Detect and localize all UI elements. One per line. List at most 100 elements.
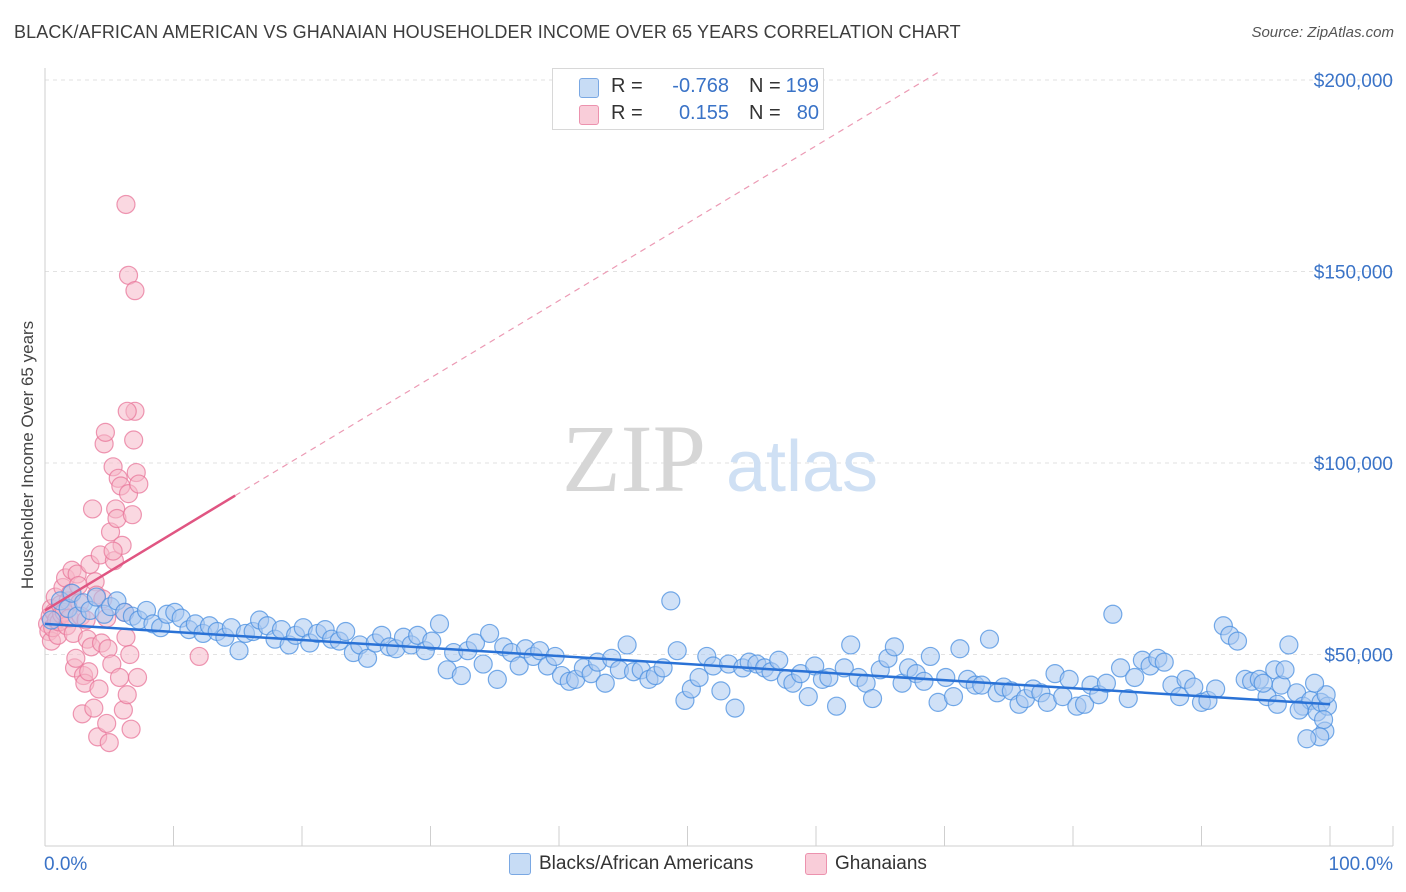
watermark-atlas: atlas (726, 427, 878, 507)
ghanaians-point (189, 646, 209, 667)
ghanaians-point (117, 401, 137, 421)
n-label: N = (749, 102, 781, 124)
ghanaians-point (129, 474, 149, 494)
blacks-point (1267, 694, 1287, 714)
n-value: 80 (796, 102, 819, 124)
blacks-point (595, 673, 615, 693)
blacks-point (1227, 631, 1248, 651)
blacks-point (509, 656, 529, 676)
blacks-point (1118, 688, 1138, 709)
ghanaians-point (116, 194, 136, 215)
blacks-point (1297, 729, 1317, 749)
blacks-point (473, 654, 493, 674)
trendlines (44, 71, 1331, 706)
blacks-point (451, 665, 471, 686)
blacks-point (667, 641, 687, 661)
blacks-point (920, 646, 940, 667)
gridlines (45, 79, 1393, 655)
ghanaians-point (122, 505, 142, 525)
blacks-point (86, 587, 107, 607)
blacks-point (1304, 673, 1325, 693)
blacks-point (661, 591, 681, 611)
y-tick-label: $200,000 (1314, 71, 1393, 92)
ghanaians-point (121, 719, 141, 739)
blacks-point (1313, 710, 1334, 730)
blacks-point (1279, 635, 1299, 655)
axes (44, 68, 1394, 847)
ghanaians-point (124, 430, 144, 450)
blacks-point (950, 639, 970, 659)
blacks-point (336, 621, 356, 642)
ghanaians-point (95, 422, 115, 442)
blacks-point (1074, 694, 1095, 714)
blacks-point (1103, 604, 1123, 624)
r-label: R = (611, 102, 643, 124)
blacks-point (480, 623, 500, 644)
ghanaians-point (125, 281, 145, 301)
y-axis-label: Householder Income Over 65 years (18, 321, 37, 589)
chart-title: BLACK/AFRICAN AMERICAN VS GHANAIAN HOUSE… (14, 22, 961, 42)
blacks-point (487, 669, 507, 689)
ghanaians-point (109, 667, 130, 688)
blacks-point (769, 650, 789, 670)
r-value: -0.768 (672, 75, 729, 97)
blacks-point (1059, 669, 1079, 689)
ghanaians-points (37, 194, 209, 753)
legend-label: Ghanaians (835, 853, 927, 874)
ghanaians-point (99, 732, 119, 753)
legend-label: Blacks/African Americans (539, 853, 754, 874)
blacks-point (841, 635, 861, 655)
blacks-point (862, 688, 883, 709)
blacks-point (819, 667, 839, 688)
x-tick-label: 0.0% (44, 854, 87, 875)
blacks-point (979, 629, 1000, 649)
blacks-point (357, 648, 378, 668)
blacks-point (422, 631, 442, 651)
blacks-point (798, 687, 818, 707)
legend-swatch-blacks (579, 78, 599, 98)
x-tick-label: 100.0% (1329, 854, 1394, 875)
ghanaians-point (84, 698, 104, 718)
ghanaians-point (66, 648, 86, 668)
source-credit: Source: ZipAtlas.com (1251, 24, 1394, 41)
y-tick-label: $100,000 (1314, 454, 1393, 475)
ghanaians-point (120, 644, 140, 665)
r-label: R = (611, 75, 643, 97)
blacks-point (689, 667, 709, 688)
ghanaians-point (127, 667, 148, 688)
blacks-point (617, 635, 637, 655)
blacks-point (711, 681, 731, 701)
watermark-zip: ZIP (562, 405, 706, 512)
legend-stats: R = -0.768 N = 199 R = 0.155 N = 80 (552, 68, 824, 130)
ghanaians-point (117, 685, 137, 705)
legend-swatch-ghanaians (805, 853, 827, 875)
n-value: 199 (785, 75, 819, 97)
blacks-point (41, 610, 62, 630)
blacks-point (1154, 652, 1174, 672)
ghanaians-point (97, 713, 117, 734)
blacks-point (1125, 667, 1145, 688)
blacks-point (972, 675, 992, 695)
y-tick-label: $150,000 (1314, 263, 1393, 284)
blacks-point (1206, 679, 1226, 699)
ghanaians-point (103, 541, 123, 561)
blacks-trendline (44, 622, 1331, 706)
blacks-point (229, 641, 249, 661)
legend-swatch-ghanaians (579, 105, 599, 125)
blacks-point (943, 687, 964, 707)
blacks-point (1289, 700, 1309, 720)
ghanaians-point (116, 627, 136, 647)
blacks-point (1096, 673, 1117, 693)
ghanaians-point (82, 499, 103, 519)
ghanaians-point (79, 662, 99, 682)
r-value: 0.155 (678, 102, 729, 124)
legend-swatch-blacks (509, 853, 531, 875)
watermark: ZIP atlas (562, 405, 878, 512)
blacks-point (429, 614, 450, 634)
blacks-point (914, 671, 934, 691)
n-label: N = (749, 75, 781, 97)
blacks-point (1253, 673, 1273, 693)
y-tick-label: $50,000 (1324, 646, 1393, 667)
blacks-point (936, 667, 956, 688)
